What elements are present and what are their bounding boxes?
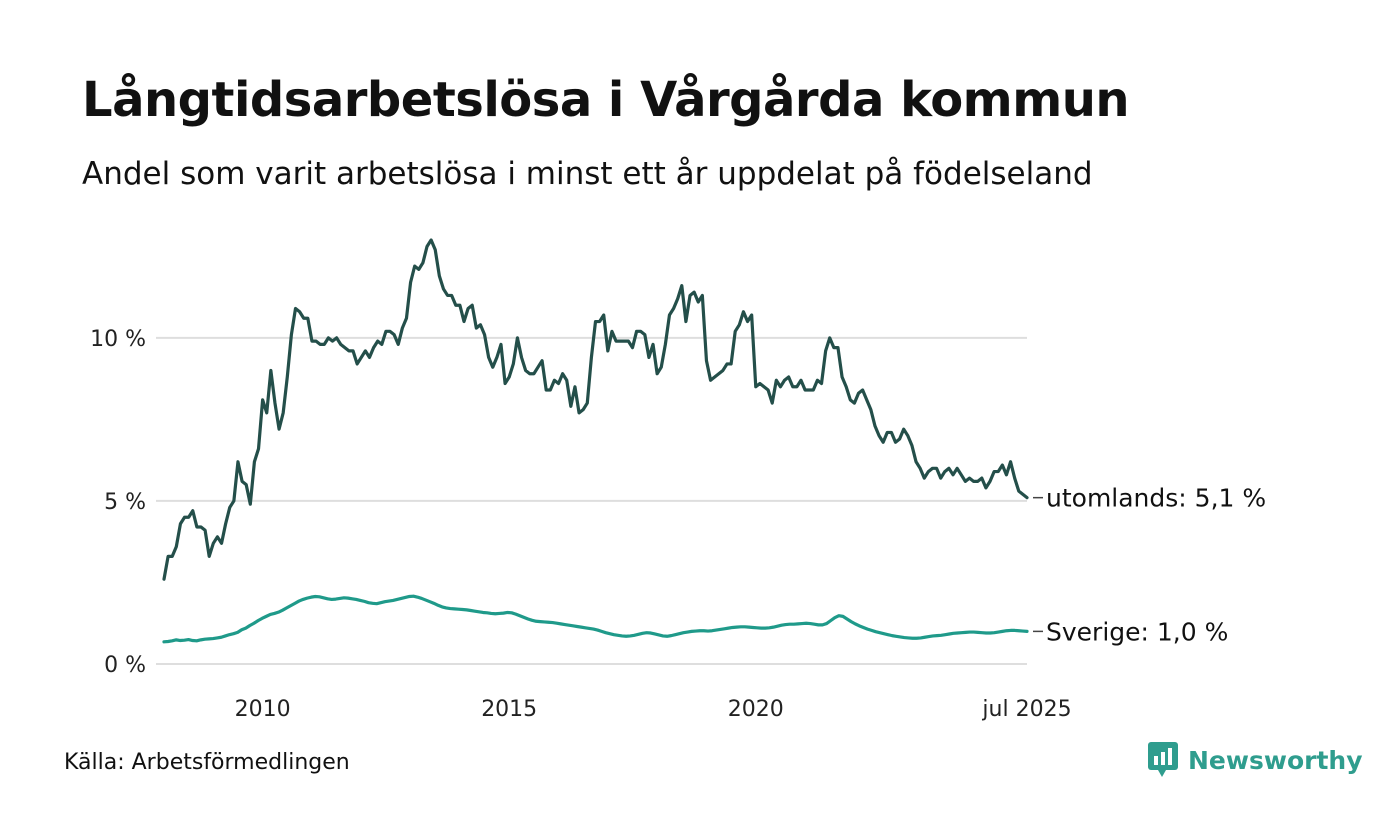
- series-line-sverige: [162, 594, 1029, 644]
- x-tick-label: 2010: [235, 697, 291, 722]
- newsworthy-logo-icon: [1148, 742, 1178, 777]
- chart-title: Långtidsarbetslösa i Vårgårda kommun: [82, 72, 1130, 128]
- x-axis-ticks: 2010 2015 2020 jul 2025: [235, 697, 1072, 722]
- y-tick-label: 0 %: [104, 653, 146, 678]
- x-tick-label: 2015: [481, 697, 537, 722]
- brand-name: Newsworthy: [1188, 745, 1363, 775]
- source-note: Källa: Arbetsförmedlingen: [64, 750, 350, 775]
- chart-subtitle: Andel som varit arbetslösa i minst ett å…: [82, 156, 1093, 192]
- end-label-utomlands: utomlands: 5,1 %: [1046, 484, 1266, 513]
- brand-logo[interactable]: Newsworthy: [1148, 742, 1363, 778]
- x-tick-label: 2020: [728, 697, 784, 722]
- end-labels: utomlands: 5,1 % Sverige: 1,0 %: [1033, 484, 1266, 646]
- gridlines: [156, 336, 1027, 665]
- series-lines: [162, 238, 1029, 644]
- series-line-utomlands: [162, 238, 1029, 581]
- y-tick-label: 10 %: [90, 327, 146, 352]
- end-label-sverige: Sverige: 1,0 %: [1046, 617, 1228, 646]
- y-axis-ticks: 0 % 5 % 10 %: [90, 327, 146, 678]
- y-tick-label: 5 %: [104, 490, 146, 515]
- x-tick-label: jul 2025: [981, 697, 1071, 722]
